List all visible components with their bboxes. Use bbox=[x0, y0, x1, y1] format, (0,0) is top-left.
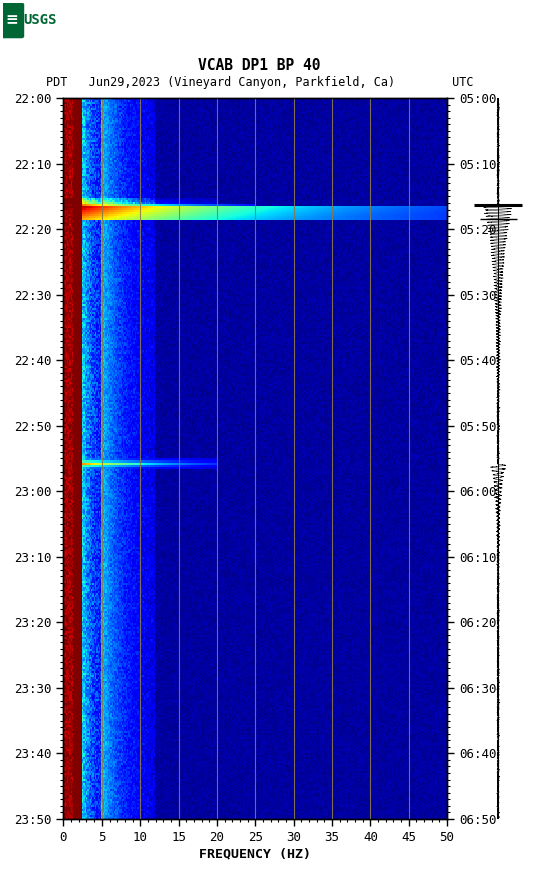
FancyBboxPatch shape bbox=[0, 3, 24, 38]
Text: USGS: USGS bbox=[24, 12, 57, 27]
Text: PDT   Jun29,2023 (Vineyard Canyon, Parkfield, Ca)        UTC: PDT Jun29,2023 (Vineyard Canyon, Parkfie… bbox=[46, 76, 473, 89]
X-axis label: FREQUENCY (HZ): FREQUENCY (HZ) bbox=[199, 847, 311, 861]
Text: VCAB DP1 BP 40: VCAB DP1 BP 40 bbox=[198, 58, 321, 73]
Text: ≡: ≡ bbox=[6, 12, 18, 27]
